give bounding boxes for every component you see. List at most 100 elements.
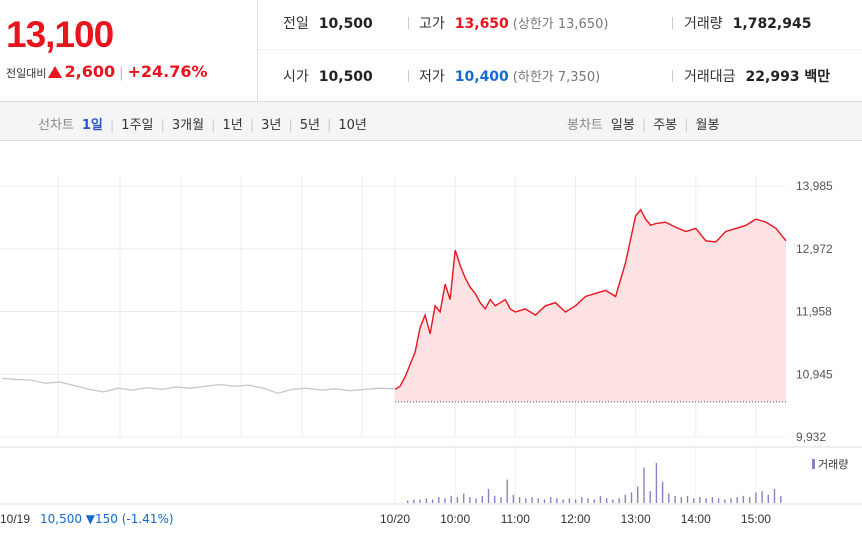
y-tick-label: 9,932 xyxy=(796,430,826,444)
volume-bar xyxy=(661,481,664,503)
candle-selector: 봉차트 일봉 | 주봉 | 월봉 xyxy=(567,118,720,133)
x-tick-label: 15:00 xyxy=(741,512,771,526)
change-row: 전일대비 2,600 | +24.76% xyxy=(6,62,208,81)
volume-bar xyxy=(693,498,695,503)
volume-bar xyxy=(537,498,539,503)
trade-amount: 거래대금 22,993 백만 xyxy=(684,69,831,85)
volume-bar xyxy=(736,497,738,503)
chart-toolbar: 선차트 1일 | 1주일 | 3개월 | 1년 | 3년 | 5년 | 10년 봉차트 일봉 | 주봉 | 월봉 xyxy=(0,101,862,141)
volume-bar xyxy=(450,495,452,503)
high-price: 고가 13,650 (상한가 13,650) xyxy=(419,16,609,32)
low-price: 저가 10,400 (하한가 7,350) xyxy=(419,69,601,85)
volume-bar xyxy=(649,491,651,503)
volume-bar xyxy=(637,486,639,503)
volume-bar xyxy=(618,498,620,503)
volume-bar xyxy=(630,492,633,503)
volume-legend-swatch xyxy=(812,459,815,469)
volume-bar xyxy=(761,491,763,503)
candle-daily[interactable]: 일봉 xyxy=(610,118,635,133)
volume-bar xyxy=(494,495,496,503)
open-price: 시가 10,500 xyxy=(283,69,373,85)
volume-bar xyxy=(655,463,658,503)
price-area xyxy=(395,209,786,402)
y-tick-label: 12,972 xyxy=(796,242,833,256)
volume-bar xyxy=(773,488,776,503)
period-3y[interactable]: 3년 xyxy=(261,118,282,133)
price-chart: 13,985 12,972 11,958 10,945 9,932 10/20 10:00 1… xyxy=(0,176,862,526)
volume-bar xyxy=(500,497,502,503)
volume-bar xyxy=(531,497,533,503)
volume-bar xyxy=(413,499,415,503)
prev-close: 전일 10,500 xyxy=(283,16,373,32)
volume-bar xyxy=(425,498,428,503)
volume-bar xyxy=(668,493,670,503)
period-1d[interactable]: 1일 xyxy=(81,118,103,133)
period-5y[interactable]: 5년 xyxy=(299,118,320,133)
volume-bar xyxy=(469,497,471,503)
volume-bar xyxy=(755,492,757,503)
candle-weekly[interactable]: 주봉 xyxy=(653,118,678,133)
volume-bar xyxy=(749,497,751,503)
x-tick-label: 10:00 xyxy=(440,512,470,526)
volume-bar xyxy=(550,497,552,503)
volume-bar xyxy=(705,498,707,503)
x-tick-label: 14:00 xyxy=(681,512,711,526)
volume-stat: 거래량 1,782,945 xyxy=(684,16,812,32)
volume-bar xyxy=(574,499,577,503)
volume-bar xyxy=(444,498,446,503)
line-chart-label: 선차트 xyxy=(38,118,74,133)
x-tick-label: 10/20 xyxy=(380,512,410,526)
volume-legend-label: 거래량 xyxy=(818,458,848,471)
candle-chart-label: 봉차트 xyxy=(567,118,603,133)
change-percent: +24.76% xyxy=(127,62,208,81)
volume-bar xyxy=(612,499,614,503)
y-tick-label: 11,958 xyxy=(796,305,832,319)
x-tick-label: 11:00 xyxy=(501,512,530,526)
volume-bar xyxy=(512,494,515,503)
volume-bar xyxy=(487,488,490,503)
volume-bar xyxy=(431,499,434,503)
prev-day-line xyxy=(1,377,395,394)
volume-bar xyxy=(599,495,602,503)
volume-bar xyxy=(581,497,583,503)
volume-bar xyxy=(767,494,769,503)
period-10y[interactable]: 10년 xyxy=(338,118,367,133)
current-price: 13,100 xyxy=(6,14,114,55)
y-tick-label: 13,985 xyxy=(796,179,833,193)
volume-bar xyxy=(730,498,732,503)
volume-bar xyxy=(506,479,508,503)
volume-bar xyxy=(680,497,682,503)
volume-bar xyxy=(587,498,589,503)
volume-bar xyxy=(543,499,546,503)
volume-bar xyxy=(711,497,714,503)
volume-bar xyxy=(525,498,527,503)
volume-bar xyxy=(407,500,409,503)
volume-bar xyxy=(606,498,608,503)
change-label: 전일대비 xyxy=(6,67,47,80)
volume-bar xyxy=(568,498,571,503)
prev-close-value: 10,500 ▼150 (-1.41%) xyxy=(40,512,174,526)
period-1y[interactable]: 1년 xyxy=(222,118,243,133)
volume-bar xyxy=(556,498,558,503)
period-1w[interactable]: 1주일 xyxy=(121,118,154,133)
price-panel: 13,100 전일대비 2,600 | +24.76% xyxy=(0,0,258,101)
volume-bar xyxy=(419,499,421,503)
candle-monthly[interactable]: 월봉 xyxy=(695,118,720,133)
volume-bar xyxy=(438,497,440,503)
price-line xyxy=(394,208,787,390)
volume-bar xyxy=(686,495,689,503)
volume-bar xyxy=(699,497,701,503)
volume-bar xyxy=(724,499,726,503)
volume-bar xyxy=(481,495,483,503)
volume-bar xyxy=(674,495,676,503)
volume-bar xyxy=(518,497,521,503)
volume-bar xyxy=(742,495,745,503)
volume-bar xyxy=(593,499,595,503)
period-3m[interactable]: 3개월 xyxy=(171,118,205,133)
volume-bar xyxy=(717,498,720,503)
volume-bar xyxy=(463,493,465,503)
volume-bar xyxy=(780,495,782,503)
volume-bar xyxy=(643,467,645,503)
period-selector: 선차트 1일 | 1주일 | 3개월 | 1년 | 3년 | 5년 | 10년 xyxy=(38,118,367,133)
up-triangle-icon xyxy=(48,66,63,78)
